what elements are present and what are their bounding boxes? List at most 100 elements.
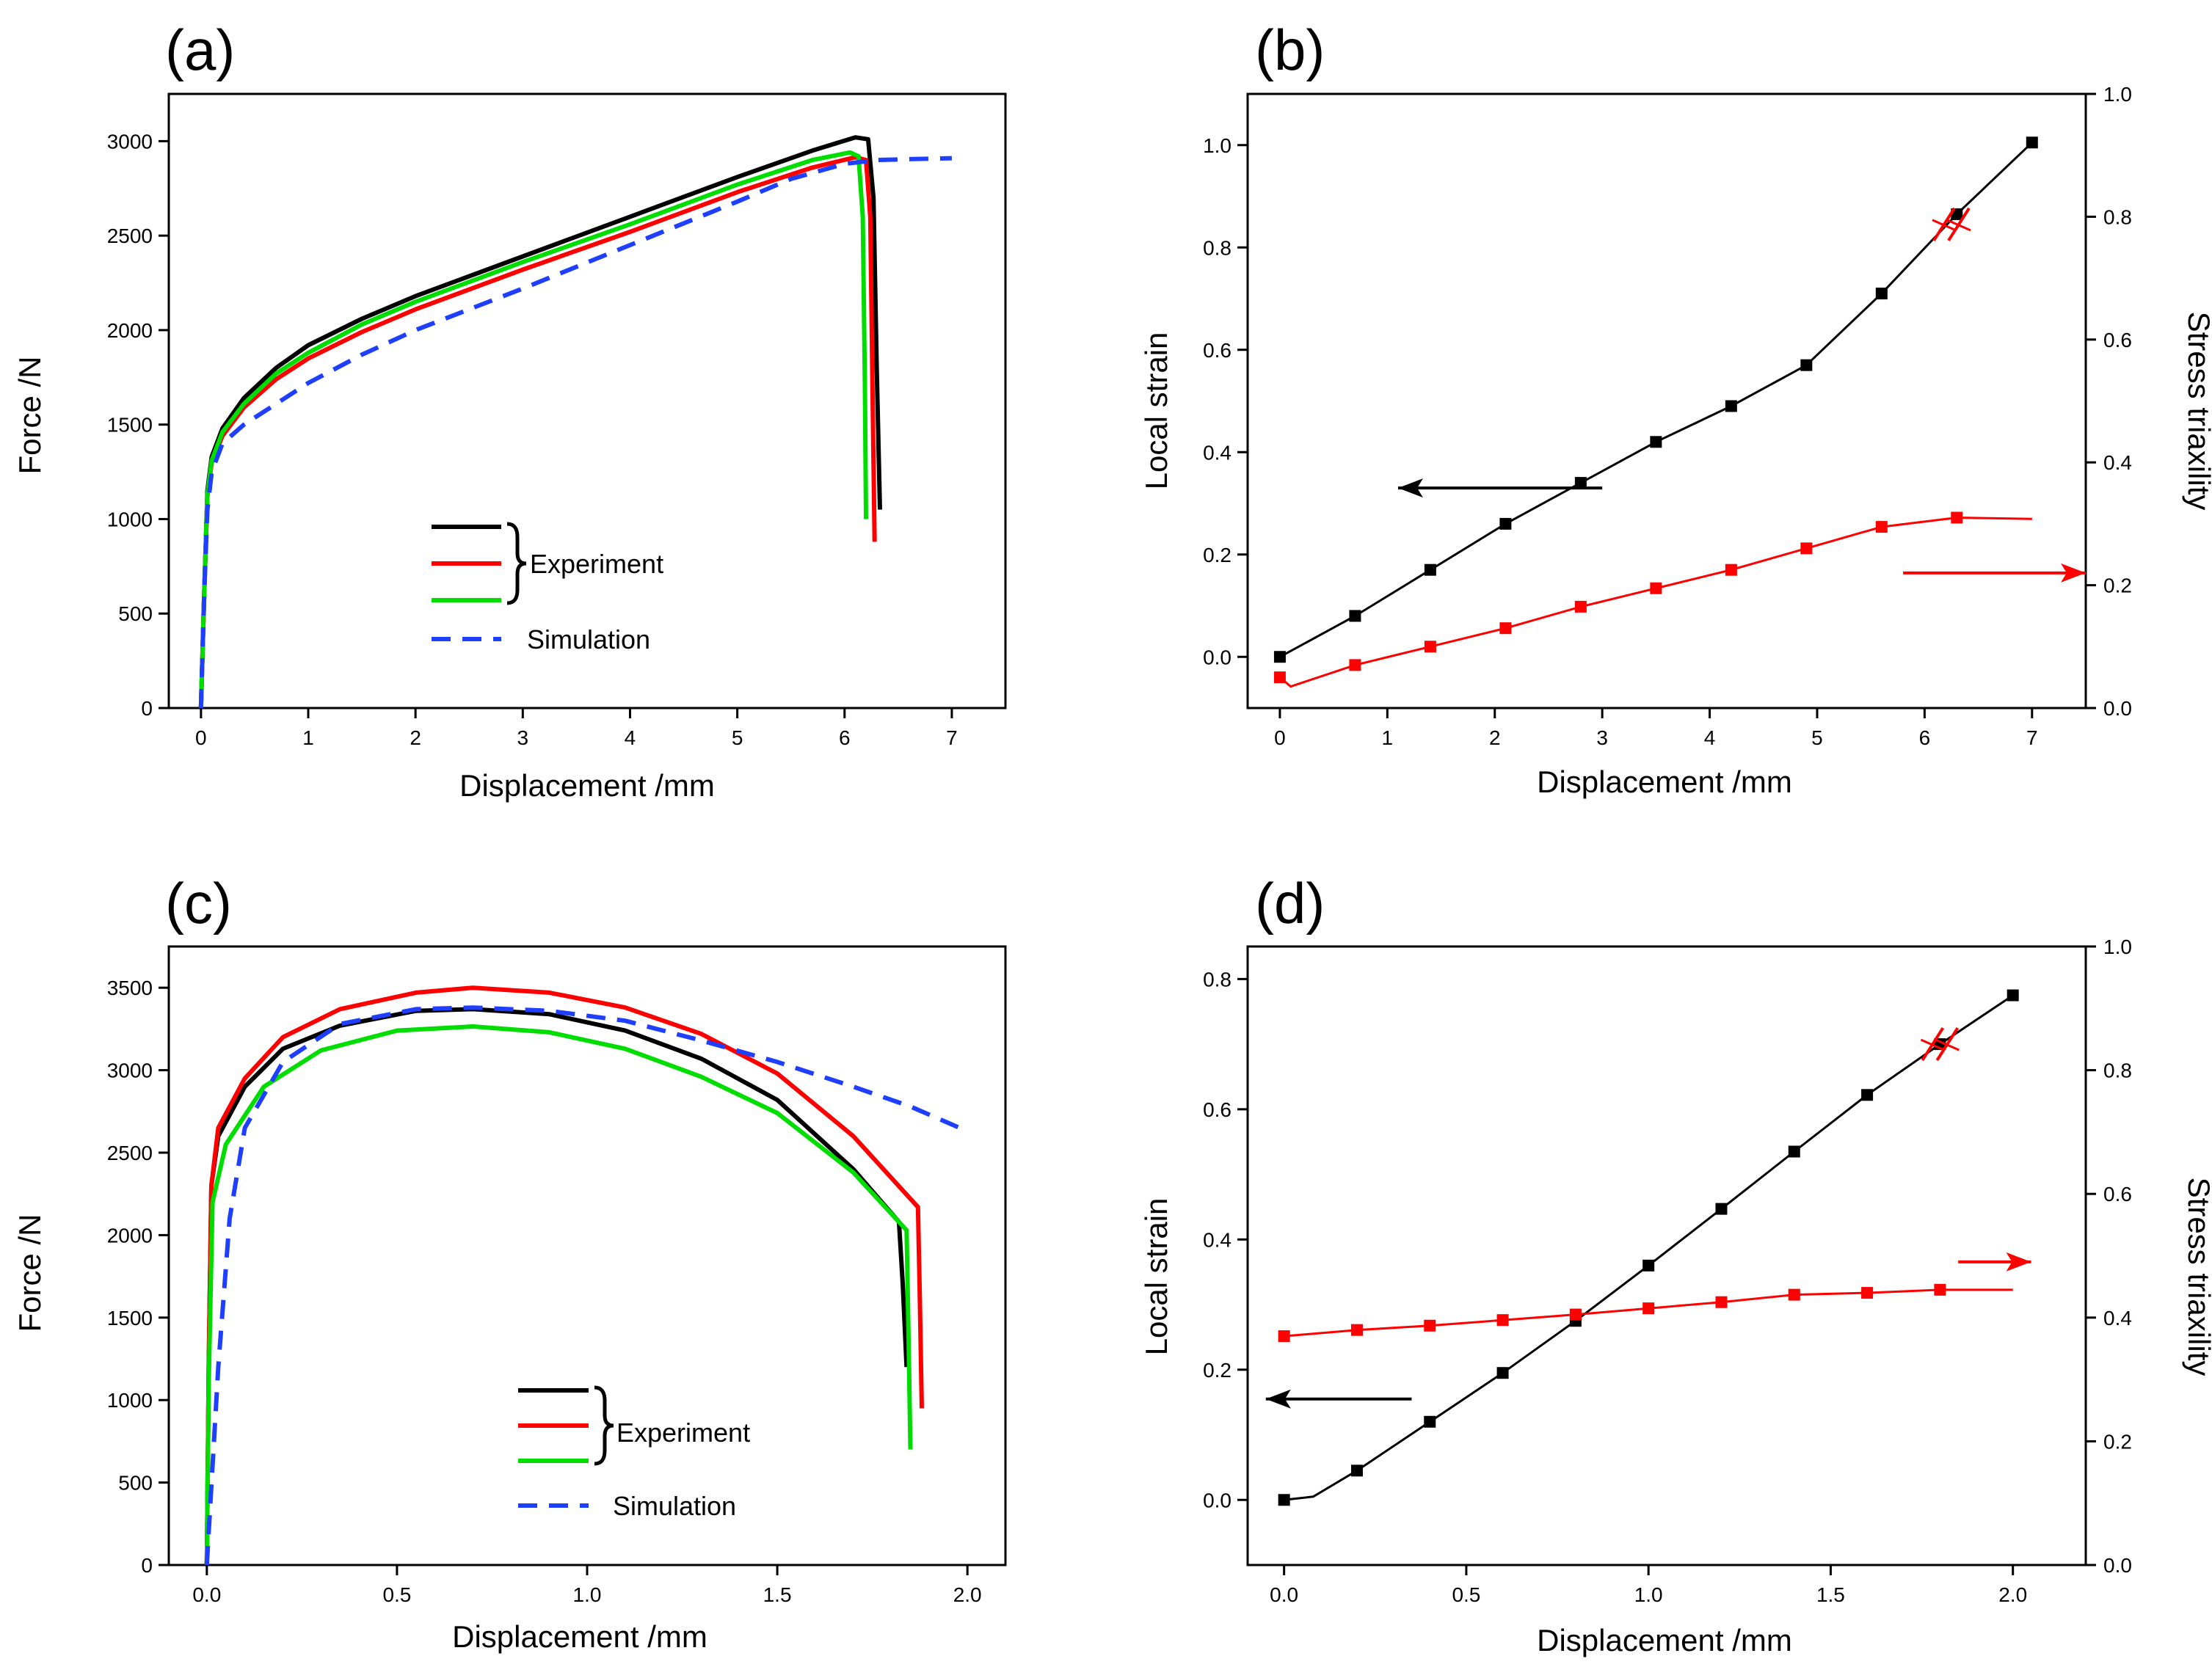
panel-b-ytick-label: 0.6 bbox=[1203, 339, 1231, 362]
panel-d-arrow-head-1 bbox=[2006, 1252, 2031, 1272]
panel-d-series-0-point bbox=[1715, 1203, 1728, 1215]
panel-b-xtick-label: 2 bbox=[1489, 726, 1501, 749]
panel-b-series-0-point bbox=[1800, 359, 1813, 371]
panel-c-label: (c) bbox=[165, 871, 232, 935]
panel-d-ylabel: Local strain bbox=[1139, 1198, 1174, 1356]
panel-b-series-1-point bbox=[1875, 521, 1888, 533]
panel-c-ytick-label: 2500 bbox=[107, 1142, 153, 1164]
panel-b-series-0-point bbox=[1574, 477, 1587, 489]
panel-d-series-0-point bbox=[2007, 989, 2019, 1002]
panel-c-ytick-label: 1000 bbox=[107, 1389, 153, 1412]
panel-a-ytick-label: 3000 bbox=[107, 130, 153, 153]
panel-c-legend-simulation: Simulation bbox=[613, 1491, 736, 1521]
panel-d-y2tick-label: 1.0 bbox=[2103, 935, 2132, 958]
panel-d-xtick-label: 2.0 bbox=[1998, 1583, 2027, 1606]
panel-a-xtick-label: 6 bbox=[839, 726, 851, 749]
panel-b-y2label: Stress triaxility bbox=[2182, 312, 2212, 511]
panel-d-label: (d) bbox=[1255, 871, 1325, 935]
panel-b-ytick-label: 1.0 bbox=[1203, 134, 1231, 157]
panel-b-xlabel: Displacement /mm bbox=[1537, 765, 1792, 799]
panel-b-series-line-1 bbox=[1278, 516, 2032, 688]
panel-d-ytick-label: 0.8 bbox=[1203, 968, 1231, 991]
panel-c-series-line-1 bbox=[204, 985, 924, 1566]
panel-d-xlabel: Displacement /mm bbox=[1537, 1623, 1792, 1657]
panel-b-series-0-point bbox=[1725, 400, 1737, 412]
panel-a-ylabel: Force /N bbox=[12, 356, 47, 474]
panel-b-y2tick-label: 0.0 bbox=[2103, 697, 2132, 720]
panel-d-y2tick-label: 0.8 bbox=[2103, 1059, 2132, 1082]
panel-c-ytick-label: 500 bbox=[118, 1472, 153, 1495]
panel-c-xtick-label: 0.5 bbox=[382, 1583, 411, 1606]
panel-b-xtick-label: 1 bbox=[1382, 726, 1394, 749]
panel-b-ytick-label: 0.4 bbox=[1203, 441, 1231, 464]
panel-d-series-0-point bbox=[1861, 1089, 1874, 1101]
panel-a-xtick-label: 4 bbox=[625, 726, 636, 749]
panel-c-xtick-label: 0.0 bbox=[192, 1583, 221, 1606]
panel-a-legend-brace bbox=[506, 522, 527, 605]
panel-d-xtick-label: 0.5 bbox=[1452, 1583, 1480, 1606]
panel-d-arrow-head-0 bbox=[1265, 1389, 1291, 1409]
panel-b-xtick-label: 3 bbox=[1596, 726, 1608, 749]
panel-d-xtick-label: 1.5 bbox=[1816, 1583, 1845, 1606]
panel-b-xtick-label: 0 bbox=[1274, 726, 1286, 749]
panel-a-series-line-3 bbox=[198, 156, 952, 709]
panel-a-xtick-label: 0 bbox=[195, 726, 207, 749]
panel-d-series-0-point bbox=[1350, 1464, 1363, 1477]
panel-a-ytick-label: 2500 bbox=[107, 225, 153, 247]
panel-b-arrow-head-1 bbox=[2061, 563, 2086, 583]
panel-d-y2tick-label: 0.4 bbox=[2103, 1307, 2132, 1329]
panel-b-y2tick-label: 0.4 bbox=[2103, 451, 2132, 474]
panel-b-y2tick-label: 0.8 bbox=[2103, 205, 2132, 228]
panel-c-ylabel: Force /N bbox=[12, 1214, 47, 1332]
panel-b-ylabel: Local strain bbox=[1139, 332, 1174, 490]
panel-d-series-1-point bbox=[1496, 1314, 1509, 1327]
panel-b-ytick-label: 0.2 bbox=[1203, 544, 1231, 566]
panel-d-series-1-point bbox=[1350, 1324, 1363, 1336]
panel-c-xlabel: Displacement /mm bbox=[452, 1619, 707, 1654]
panel-b-series-1-point bbox=[1951, 511, 1963, 524]
panel-d-series-0-point bbox=[1424, 1415, 1436, 1428]
panel-b-series-0-point bbox=[1650, 436, 1662, 448]
panel-b-series-1-point bbox=[1349, 659, 1361, 671]
panel-a-xtick-label: 7 bbox=[946, 726, 958, 749]
panel-d-ytick-label: 0.6 bbox=[1203, 1098, 1231, 1121]
panel-b-series-1-point bbox=[1424, 641, 1436, 653]
panel-d-ytick-label: 0.2 bbox=[1203, 1359, 1231, 1382]
panel-b-fracture-tick-0 bbox=[1932, 219, 1957, 232]
panel-d-series-line-0 bbox=[1284, 994, 2014, 1501]
panel-b-xtick-label: 4 bbox=[1704, 726, 1716, 749]
panel-c-series-line-3 bbox=[204, 1005, 961, 1566]
panel-b-y2tick-label: 0.6 bbox=[2103, 329, 2132, 351]
panel-c-ytick-label: 3500 bbox=[107, 977, 153, 999]
panel-a-ytick-label: 500 bbox=[118, 602, 153, 625]
panel-a-xtick-label: 1 bbox=[302, 726, 314, 749]
panel-d-series-1-point bbox=[1424, 1319, 1436, 1332]
panel-b-ytick-label: 0.0 bbox=[1203, 646, 1231, 668]
panel-d-fracture-tick-1 bbox=[1935, 1038, 1960, 1051]
panel-b-xtick-label: 6 bbox=[1919, 726, 1931, 749]
panel-b-xtick-label: 5 bbox=[1811, 726, 1823, 749]
panel-b-series-1-point bbox=[1499, 622, 1512, 635]
panel-c-xtick-label: 1.5 bbox=[763, 1583, 792, 1606]
panel-b: (b) Displacement /mm Local strain Stress… bbox=[1139, 18, 2212, 799]
panel-a-ytick-label: 1000 bbox=[107, 508, 153, 530]
panel-d-series-0-point bbox=[1496, 1367, 1509, 1379]
panel-d-series-1-point bbox=[1278, 1330, 1290, 1343]
panel-a-ytick-label: 0 bbox=[141, 697, 153, 720]
panel-d-series-1-point bbox=[1715, 1296, 1728, 1308]
panel-b-series-1-point bbox=[1800, 542, 1813, 555]
panel-d-y2label: Stress triaxility bbox=[2182, 1178, 2212, 1376]
panel-d-y2tick-label: 0.6 bbox=[2103, 1183, 2132, 1205]
panel-d-y2tick-label: 0.0 bbox=[2103, 1554, 2132, 1577]
panel-b-series-0-point bbox=[1424, 563, 1436, 576]
panel-d-y2tick-label: 0.2 bbox=[2103, 1430, 2132, 1453]
panel-b-arrow-head-0 bbox=[1397, 478, 1423, 498]
panel-c-ytick-label: 3000 bbox=[107, 1059, 153, 1082]
panel-b-ytick-label: 0.8 bbox=[1203, 236, 1231, 259]
panel-c-ytick-label: 1500 bbox=[107, 1307, 153, 1329]
panel-a-series-line-2 bbox=[198, 150, 868, 709]
panel-d-series-0-point bbox=[1788, 1145, 1800, 1158]
panel-a: (a) Displacement /mm Force /N Experiment… bbox=[12, 18, 1007, 803]
